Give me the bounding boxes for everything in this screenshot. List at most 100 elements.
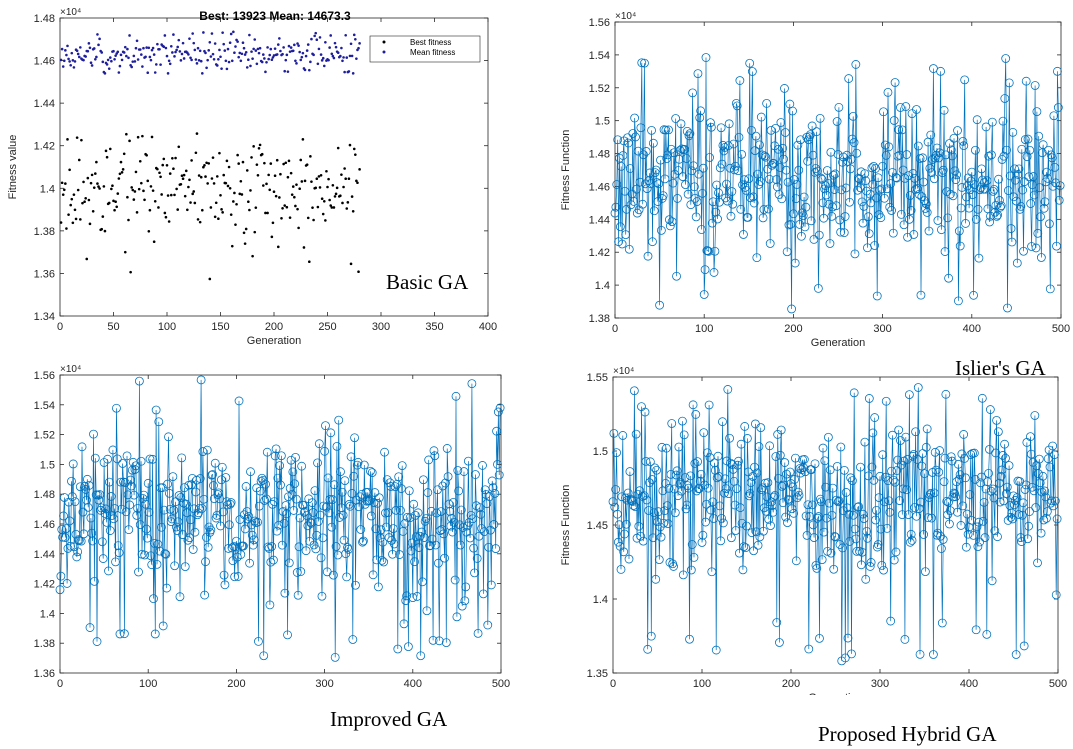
data-point <box>138 159 142 163</box>
data-marker <box>694 169 704 179</box>
data-point <box>180 52 184 56</box>
data-point <box>227 165 231 169</box>
data-point <box>219 194 222 197</box>
data-marker <box>971 214 981 224</box>
data-marker <box>773 144 783 154</box>
data-marker <box>626 200 636 210</box>
data-marker <box>1003 303 1012 313</box>
data-marker <box>1027 242 1036 251</box>
data-marker <box>620 529 629 539</box>
data-point <box>153 71 157 74</box>
data-point <box>151 46 155 50</box>
data-marker <box>961 542 971 552</box>
data-marker <box>78 507 88 517</box>
data-marker <box>272 526 282 536</box>
data-marker <box>187 480 196 490</box>
data-marker <box>350 433 359 443</box>
data-marker <box>914 189 924 199</box>
data-marker <box>795 220 805 229</box>
data-marker <box>467 379 477 389</box>
data-marker <box>231 536 241 546</box>
data-marker <box>452 612 462 622</box>
y-tick-label: 1.36 <box>34 668 55 680</box>
data-marker <box>866 198 876 208</box>
data-marker <box>248 540 258 550</box>
data-point <box>95 160 98 164</box>
data-marker <box>104 477 114 487</box>
data-point <box>303 179 307 183</box>
data-point <box>130 65 133 69</box>
data-point <box>97 185 100 188</box>
data-point <box>168 172 172 175</box>
data-marker <box>365 496 374 505</box>
data-point <box>179 59 183 62</box>
data-marker <box>437 525 447 534</box>
data-point <box>83 200 86 203</box>
data-marker <box>797 231 806 241</box>
data-point <box>147 229 151 233</box>
data-marker <box>347 489 357 498</box>
data-marker <box>279 518 289 528</box>
data-marker <box>812 127 821 137</box>
data-point <box>175 48 178 52</box>
data-marker <box>927 168 937 178</box>
data-marker <box>97 537 107 547</box>
data-marker <box>852 148 862 158</box>
data-marker <box>638 536 648 546</box>
data-marker <box>768 507 778 517</box>
data-point <box>66 44 69 48</box>
data-marker <box>203 542 213 552</box>
data-marker <box>984 151 994 161</box>
data-point <box>187 185 190 189</box>
data-marker <box>153 539 163 549</box>
data-point <box>91 209 95 213</box>
data-point <box>87 42 91 45</box>
data-marker <box>840 653 850 663</box>
data-marker <box>226 498 236 507</box>
data-marker <box>429 446 439 456</box>
data-marker <box>720 474 730 484</box>
data-marker <box>636 531 645 541</box>
data-marker <box>749 198 759 208</box>
data-marker <box>865 562 875 571</box>
data-point <box>243 53 247 56</box>
data-marker <box>910 503 920 512</box>
data-marker <box>790 258 800 268</box>
y-tick-label: 1.42 <box>34 579 55 591</box>
data-marker <box>878 161 888 171</box>
data-marker <box>815 633 824 643</box>
data-point <box>107 67 111 70</box>
data-marker <box>100 509 110 518</box>
data-marker <box>132 510 142 520</box>
data-marker <box>967 167 977 177</box>
data-marker <box>745 489 755 498</box>
data-point <box>94 57 97 61</box>
data-marker <box>722 179 731 189</box>
data-point <box>112 49 115 53</box>
data-marker <box>314 439 324 449</box>
data-marker <box>647 125 656 135</box>
data-point <box>179 182 183 186</box>
data-marker <box>656 225 666 235</box>
data-marker <box>750 146 760 155</box>
data-point <box>173 193 176 197</box>
data-marker <box>340 476 350 486</box>
data-marker <box>774 190 784 199</box>
data-marker <box>1003 516 1013 525</box>
data-marker <box>830 169 840 179</box>
data-marker <box>271 444 281 454</box>
data-point <box>221 211 224 214</box>
data-marker <box>353 457 363 467</box>
data-point <box>268 53 272 57</box>
data-marker <box>740 422 750 431</box>
data-marker <box>877 561 887 570</box>
data-marker <box>346 452 356 462</box>
data-marker <box>709 268 719 277</box>
data-marker <box>1009 192 1019 202</box>
data-marker <box>418 475 428 485</box>
data-marker <box>888 430 897 440</box>
data-marker <box>861 574 871 584</box>
data-marker <box>852 546 862 556</box>
data-marker <box>969 290 978 300</box>
data-marker <box>1013 170 1023 179</box>
